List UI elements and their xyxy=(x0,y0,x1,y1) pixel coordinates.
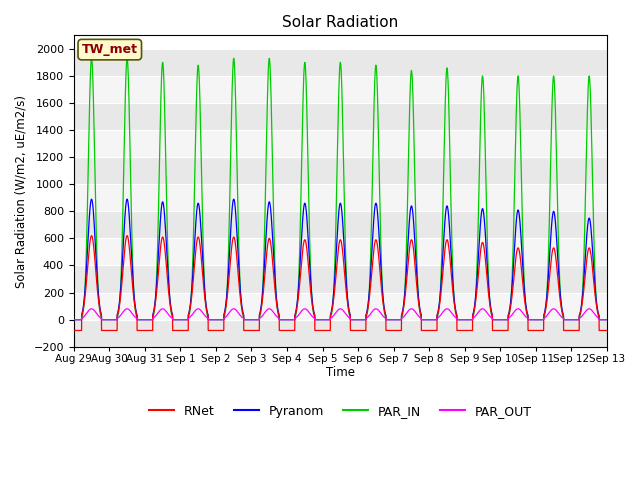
Line: PAR_OUT: PAR_OUT xyxy=(74,309,607,320)
Pyranom xyxy=(602,317,610,323)
PAR_OUT xyxy=(603,317,611,323)
Bar xyxy=(74,265,607,292)
Pyranom xyxy=(70,317,77,323)
PAR_IN xyxy=(70,317,77,323)
PAR_IN xyxy=(430,317,438,323)
PAR_OUT xyxy=(460,317,468,323)
RNet xyxy=(430,327,438,333)
Bar xyxy=(74,320,607,347)
RNet xyxy=(70,327,77,333)
PAR_IN xyxy=(602,317,610,323)
PAR_OUT xyxy=(490,317,498,323)
Pyranom xyxy=(460,317,468,323)
Pyranom xyxy=(603,317,611,323)
RNet xyxy=(166,299,173,304)
RNet xyxy=(88,233,95,239)
PAR_OUT xyxy=(70,317,77,323)
Y-axis label: Solar Radiation (W/m2, uE/m2/s): Solar Radiation (W/m2, uE/m2/s) xyxy=(15,95,28,288)
RNet xyxy=(603,327,611,333)
RNet xyxy=(602,327,610,333)
Title: Solar Radiation: Solar Radiation xyxy=(282,15,399,30)
PAR_IN xyxy=(321,317,328,323)
Text: TW_met: TW_met xyxy=(82,43,138,56)
RNet xyxy=(321,327,328,333)
Bar xyxy=(74,76,607,103)
Bar xyxy=(74,211,607,239)
Pyranom xyxy=(321,317,328,323)
PAR_IN xyxy=(88,56,95,61)
Bar xyxy=(74,130,607,157)
Pyranom xyxy=(490,317,498,323)
PAR_IN xyxy=(603,317,611,323)
Line: RNet: RNet xyxy=(74,236,607,330)
Bar xyxy=(74,157,607,184)
PAR_OUT xyxy=(88,306,95,312)
Pyranom xyxy=(166,294,173,300)
PAR_IN xyxy=(490,317,498,323)
Pyranom xyxy=(430,317,438,323)
PAR_OUT xyxy=(430,317,438,323)
Line: Pyranom: Pyranom xyxy=(74,199,607,320)
X-axis label: Time: Time xyxy=(326,366,355,379)
Legend: RNet, Pyranom, PAR_IN, PAR_OUT: RNet, Pyranom, PAR_IN, PAR_OUT xyxy=(144,400,537,423)
Bar xyxy=(74,49,607,76)
Bar xyxy=(74,292,607,320)
Line: PAR_IN: PAR_IN xyxy=(74,59,607,320)
PAR_OUT xyxy=(602,317,610,323)
Pyranom xyxy=(88,196,95,202)
RNet xyxy=(490,327,498,333)
Bar xyxy=(74,239,607,265)
PAR_OUT xyxy=(321,317,328,323)
Bar xyxy=(74,184,607,211)
PAR_IN xyxy=(166,295,173,300)
RNet xyxy=(460,327,468,333)
PAR_OUT xyxy=(166,313,173,319)
Bar xyxy=(74,103,607,130)
PAR_IN xyxy=(460,317,468,323)
